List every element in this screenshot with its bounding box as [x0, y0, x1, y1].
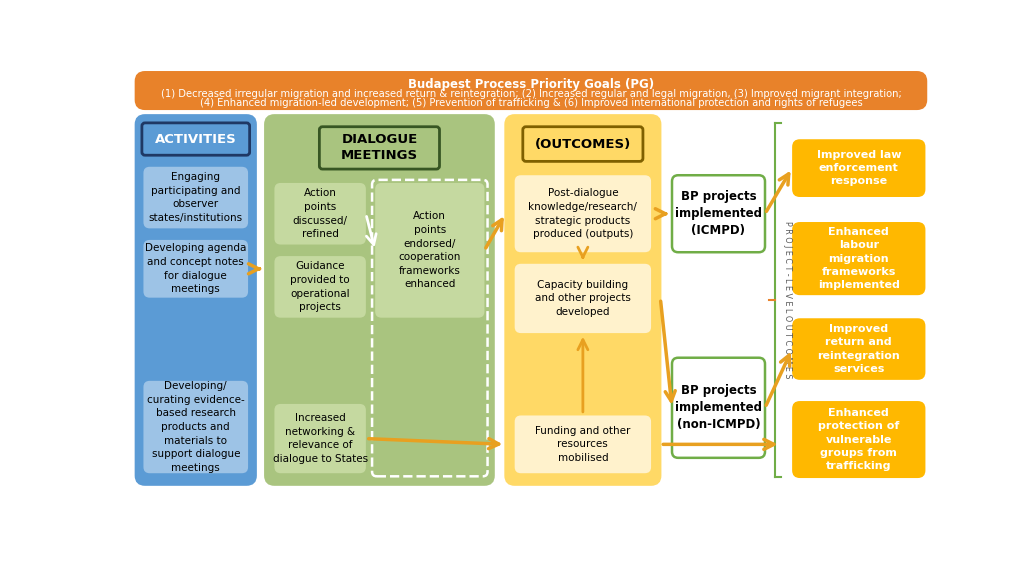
- Text: Increased
networking &
relevance of
dialogue to States: Increased networking & relevance of dial…: [272, 413, 368, 464]
- Text: (4) Enhanced migration-led development; (5) Prevention of trafficking & (6) Impr: (4) Enhanced migration-led development; …: [200, 98, 862, 108]
- FancyBboxPatch shape: [136, 115, 256, 485]
- FancyBboxPatch shape: [319, 126, 439, 169]
- FancyBboxPatch shape: [375, 183, 485, 318]
- FancyBboxPatch shape: [515, 264, 651, 333]
- FancyBboxPatch shape: [142, 123, 250, 155]
- Text: Budapest Process Priority Goals (PG): Budapest Process Priority Goals (PG): [408, 78, 654, 91]
- FancyBboxPatch shape: [793, 401, 925, 478]
- FancyBboxPatch shape: [515, 175, 651, 252]
- FancyBboxPatch shape: [793, 318, 925, 380]
- Text: Action
points
endorsed/
cooperation
frameworks
enhanced: Action points endorsed/ cooperation fram…: [399, 211, 461, 289]
- FancyBboxPatch shape: [136, 72, 926, 109]
- FancyBboxPatch shape: [275, 404, 366, 473]
- FancyBboxPatch shape: [506, 115, 660, 485]
- FancyBboxPatch shape: [672, 175, 765, 252]
- FancyBboxPatch shape: [143, 381, 248, 473]
- Text: Guidance
provided to
operational
projects: Guidance provided to operational project…: [290, 261, 350, 312]
- FancyBboxPatch shape: [143, 167, 248, 228]
- FancyBboxPatch shape: [793, 222, 925, 295]
- Text: Improved
return and
reintegration
services: Improved return and reintegration servic…: [817, 324, 900, 374]
- FancyBboxPatch shape: [793, 139, 925, 197]
- Text: Enhanced
labour
migration
frameworks
implemented: Enhanced labour migration frameworks imp…: [817, 227, 899, 290]
- Text: ACTIVITIES: ACTIVITIES: [155, 133, 236, 146]
- Text: Developing/
curating evidence-
based research
products and
materials to
support : Developing/ curating evidence- based res…: [147, 381, 244, 473]
- Text: Developing agenda
and concept notes
for dialogue
meetings: Developing agenda and concept notes for …: [145, 243, 247, 294]
- Text: Enhanced
protection of
vulnerable
groups from
trafficking: Enhanced protection of vulnerable groups…: [818, 408, 899, 471]
- FancyBboxPatch shape: [523, 126, 643, 161]
- Text: BP projects
implemented
(non-ICMPD): BP projects implemented (non-ICMPD): [675, 384, 762, 431]
- FancyBboxPatch shape: [275, 183, 366, 244]
- FancyBboxPatch shape: [143, 240, 248, 298]
- Text: Capacity building
and other projects
developed: Capacity building and other projects dev…: [535, 280, 631, 317]
- Text: BP projects
implemented
(ICMPD): BP projects implemented (ICMPD): [675, 191, 762, 237]
- FancyBboxPatch shape: [672, 358, 765, 458]
- Text: Engaging
participating and
observer
states/institutions: Engaging participating and observer stat…: [149, 172, 242, 223]
- Text: DIALOGUE
MEETINGS: DIALOGUE MEETINGS: [341, 133, 418, 162]
- Text: Action
points
discussed/
refined: Action points discussed/ refined: [292, 188, 348, 239]
- Text: (1) Decreased irregular migration and increased return & reintegration; (2) Incr: (1) Decreased irregular migration and in…: [161, 89, 901, 99]
- Text: P R O J E C T - L E V E L O U T C O M E S: P R O J E C T - L E V E L O U T C O M E …: [783, 221, 792, 379]
- FancyBboxPatch shape: [515, 415, 651, 473]
- Text: Improved law
enforcement
response: Improved law enforcement response: [816, 150, 901, 187]
- Text: (OUTCOMES): (OUTCOMES): [535, 138, 631, 151]
- Text: Post-dialogue
knowledge/research/
strategic products
produced (outputs): Post-dialogue knowledge/research/ strate…: [528, 188, 637, 239]
- Text: Funding and other
resources
mobilised: Funding and other resources mobilised: [536, 426, 631, 463]
- FancyBboxPatch shape: [275, 256, 366, 318]
- FancyBboxPatch shape: [265, 115, 494, 485]
